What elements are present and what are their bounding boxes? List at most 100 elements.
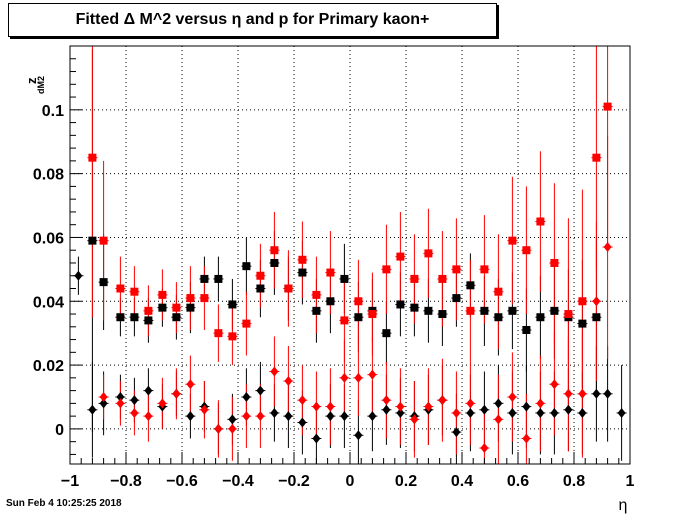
diamond-marker [186,411,195,422]
y-tick-label: 0.02 [33,358,64,375]
square-marker [186,294,195,303]
diamond-marker [88,404,97,415]
diamond-marker [130,395,139,406]
square-marker [354,297,363,306]
diamond-marker [382,395,391,406]
square-marker [550,306,559,315]
diamond-marker [130,407,139,418]
square-marker [130,287,139,296]
diamond-marker [494,414,503,425]
square-marker [438,274,447,283]
square-marker [200,274,209,283]
chart-title-box: Fitted Δ M^2 versus η and p for Primary … [8,3,497,37]
x-tick-label: 1 [626,473,635,490]
x-tick-label: −0.6 [166,473,198,490]
square-marker [228,300,237,309]
square-marker [326,268,335,277]
diamond-marker [214,423,223,434]
square-marker [578,297,587,306]
x-tick-label: −0.2 [278,473,310,490]
diamond-marker [242,411,251,422]
square-marker [396,252,405,261]
diamond-marker [578,407,587,418]
diamond-marker [592,388,601,399]
diamond-marker [396,407,405,418]
square-marker [522,246,531,255]
square-marker [564,310,573,319]
x-tick-label: −0.4 [222,473,254,490]
square-marker [480,306,489,315]
square-marker [312,290,321,299]
square-marker [144,316,153,325]
diamond-marker [466,398,475,409]
square-marker [340,274,349,283]
diamond-marker [270,366,279,377]
square-marker [312,306,321,315]
y-tick-label: 0.08 [33,167,64,184]
x-tick-label: 0.6 [507,473,529,490]
diamond-marker [522,433,531,444]
diamond-marker [340,372,349,383]
square-marker [480,265,489,274]
square-marker [438,310,447,319]
diamond-marker [564,404,573,415]
diamond-marker [144,411,153,422]
square-marker [522,325,531,334]
diamond-marker [452,407,461,418]
x-tick-label: 0.4 [451,473,473,490]
diamond-marker [494,398,503,409]
y-axis-label: z [24,77,39,84]
square-marker [144,306,153,315]
square-marker [382,329,391,338]
square-marker [88,236,97,245]
diamond-marker [284,376,293,387]
square-marker [494,313,503,322]
diamond-marker [480,443,489,454]
diamond-marker [116,391,125,402]
diamond-marker [508,391,517,402]
square-marker [508,236,517,245]
square-marker [382,265,391,274]
square-marker [536,217,545,226]
square-marker [99,236,108,245]
square-marker [452,265,461,274]
diamond-marker [382,404,391,415]
data-markers [74,102,626,454]
x-tick-label: −0.8 [110,473,142,490]
square-marker [214,274,223,283]
y-axis-label-subscript: dM2 [36,76,46,94]
square-marker [326,297,335,306]
square-marker [270,258,279,267]
square-marker [536,313,545,322]
square-marker [298,268,307,277]
timestamp-footer: Sun Feb 4 10:25:25 2018 [6,498,122,509]
grid [70,46,630,464]
diamond-marker [326,411,335,422]
diamond-marker [354,430,363,441]
diamond-marker [452,427,461,438]
square-marker [228,332,237,341]
diamond-marker [536,398,545,409]
diamond-marker [256,411,265,422]
diamond-marker [326,401,335,412]
square-marker [508,306,517,315]
square-marker [284,284,293,293]
diamond-marker [564,388,573,399]
square-marker [99,278,108,287]
square-marker [592,313,601,322]
diamond-marker [158,398,167,409]
diamond-marker [312,433,321,444]
square-marker [452,294,461,303]
diamond-marker [592,296,601,307]
square-marker [410,303,419,312]
diamond-marker [99,398,108,409]
chart-title: Fitted Δ M^2 versus η and p for Primary … [75,11,430,28]
square-marker [256,284,265,293]
diamond-marker [256,385,265,396]
square-marker [158,290,167,299]
diamond-marker [354,372,363,383]
diamond-marker [578,388,587,399]
square-marker [130,313,139,322]
square-marker [172,303,181,312]
diamond-marker [550,407,559,418]
